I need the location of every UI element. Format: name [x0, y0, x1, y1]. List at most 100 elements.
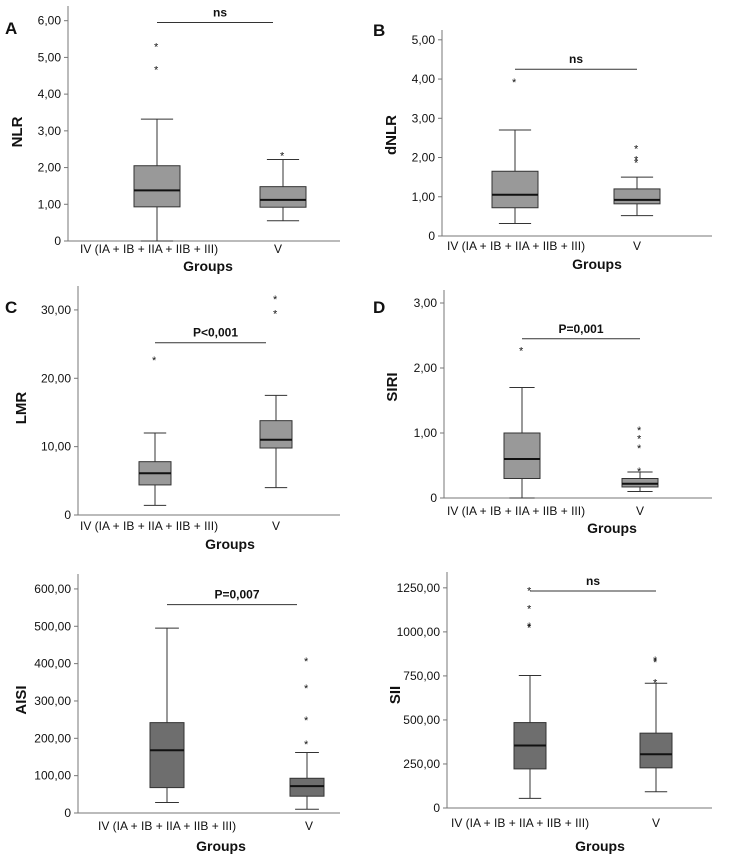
outlier-marker: *	[527, 621, 532, 633]
outlier-marker: *	[637, 443, 642, 455]
y-tick-label: 30,00	[41, 303, 71, 317]
x-axis-title: Groups	[575, 838, 625, 854]
category-label: IV (IA + IB + IIA + IIB + III)	[447, 239, 585, 253]
x-axis-title: Groups	[183, 258, 233, 274]
y-tick-label: 4,00	[38, 87, 62, 101]
outlier-marker: *	[637, 466, 642, 478]
outlier-marker: *	[154, 42, 159, 54]
y-tick-label: 1250,00	[397, 581, 441, 595]
category-label: V	[636, 504, 644, 518]
significance-label: P<0,001	[193, 326, 238, 340]
category-label: V	[633, 239, 641, 253]
box-group: ****	[513, 586, 547, 799]
y-axis-title: SII	[387, 686, 404, 704]
y-axis-title: dNLR	[383, 115, 400, 155]
box	[613, 188, 661, 205]
panel-1: 0 1,00 2,00 3,00 4,00 5,00 6,00 NLR A IV (IA + IB…	[5, 6, 340, 274]
outlier-marker: *	[154, 65, 159, 77]
category-label: IV (IA + IB + IIA + IIB + III)	[98, 819, 236, 833]
significance-label: ns	[586, 574, 600, 588]
category-label: V	[305, 819, 313, 833]
y-tick-label: 500,00	[34, 619, 71, 633]
outlier-marker: *	[152, 355, 157, 367]
y-tick-label: 3,00	[38, 124, 62, 138]
box-group: *	[138, 355, 172, 506]
y-tick-label: 750,00	[403, 669, 440, 683]
outlier-marker: *	[304, 739, 309, 751]
outlier-marker: *	[637, 425, 642, 437]
outlier-marker: *	[653, 655, 658, 667]
x-axis-title: Groups	[205, 536, 255, 552]
panel-3: 0 10,00 20,00 30,00 LMR C IV (IA + IB + IIA + …	[5, 286, 340, 552]
category-label: IV (IA + IB + IIA + IIB + III)	[80, 519, 218, 533]
y-tick-label: 0	[64, 508, 71, 522]
y-tick-label: 0	[430, 491, 437, 505]
category-label: IV (IA + IB + IIA + IIB + III)	[80, 242, 218, 256]
y-tick-label: 0	[428, 229, 435, 243]
y-tick-label: 100,00	[34, 769, 71, 783]
y-tick-label: 300,00	[34, 694, 71, 708]
box-group: *	[259, 151, 307, 222]
y-tick-label: 4,00	[412, 72, 436, 86]
y-axis-title: SIRI	[384, 372, 401, 401]
y-tick-label: 1,00	[412, 190, 436, 204]
y-tick-label: 250,00	[403, 757, 440, 771]
y-tick-label: 1000,00	[397, 625, 441, 639]
outlier-marker: *	[280, 151, 285, 163]
significance-label: ns	[569, 52, 583, 66]
y-tick-label: 1,00	[414, 426, 438, 440]
box	[639, 732, 673, 769]
outlier-marker: *	[653, 677, 658, 689]
outlier-marker: *	[634, 144, 639, 156]
box	[149, 722, 185, 789]
y-tick-label: 3,00	[414, 296, 438, 310]
box	[491, 170, 539, 209]
y-tick-label: 600,00	[34, 582, 71, 596]
outlier-marker: *	[634, 155, 639, 167]
significance-label: P=0,007	[214, 588, 259, 602]
box-group: **	[133, 42, 181, 242]
outlier-marker: *	[527, 623, 532, 635]
x-axis-title: Groups	[572, 256, 622, 272]
y-tick-label: 2,00	[38, 161, 62, 175]
outlier-marker: *	[519, 346, 524, 358]
y-tick-label: 0	[433, 801, 440, 815]
box	[259, 186, 307, 208]
y-axis-title: LMR	[13, 392, 30, 425]
box	[289, 777, 325, 797]
y-tick-label: 3,00	[412, 111, 436, 125]
outlier-marker: *	[634, 158, 639, 170]
significance-label: ns	[213, 6, 227, 20]
box-group	[149, 627, 185, 804]
outlier-marker: *	[304, 683, 309, 695]
box-group: ***	[639, 655, 673, 793]
box-group: ***	[613, 144, 661, 217]
outlier-marker: *	[527, 603, 532, 615]
outlier-marker: *	[273, 308, 278, 320]
y-tick-label: 400,00	[34, 657, 71, 671]
y-tick-label: 500,00	[403, 713, 440, 727]
category-label: IV (IA + IB + IIA + IIB + III)	[451, 816, 589, 830]
box-group: ****	[289, 656, 325, 810]
box-group: *	[491, 77, 539, 224]
x-axis-title: Groups	[587, 520, 637, 536]
category-label: V	[272, 519, 280, 533]
y-tick-label: 0	[54, 234, 61, 248]
outlier-marker: *	[527, 586, 532, 598]
y-axis-title: NLR	[9, 116, 26, 147]
box	[259, 420, 293, 449]
significance-label: P=0,001	[558, 322, 603, 336]
panel-5: 0 100,00 200,00 300,00 400,00 500,00 600,00 AIS…	[13, 574, 340, 854]
y-tick-label: 2,00	[412, 151, 436, 165]
y-tick-label: 200,00	[34, 731, 71, 745]
y-axis-title: AISI	[13, 685, 30, 714]
y-tick-label: 20,00	[41, 371, 71, 385]
panel-label: C	[5, 298, 17, 317]
box-group: *	[503, 346, 541, 499]
box	[503, 432, 541, 479]
outlier-marker: *	[304, 656, 309, 668]
outlier-marker: *	[653, 657, 658, 669]
box-group: ****	[621, 425, 659, 492]
panel-2: 0 1,00 2,00 3,00 4,00 5,00 dNLR B IV (IA + IB + …	[373, 21, 712, 272]
